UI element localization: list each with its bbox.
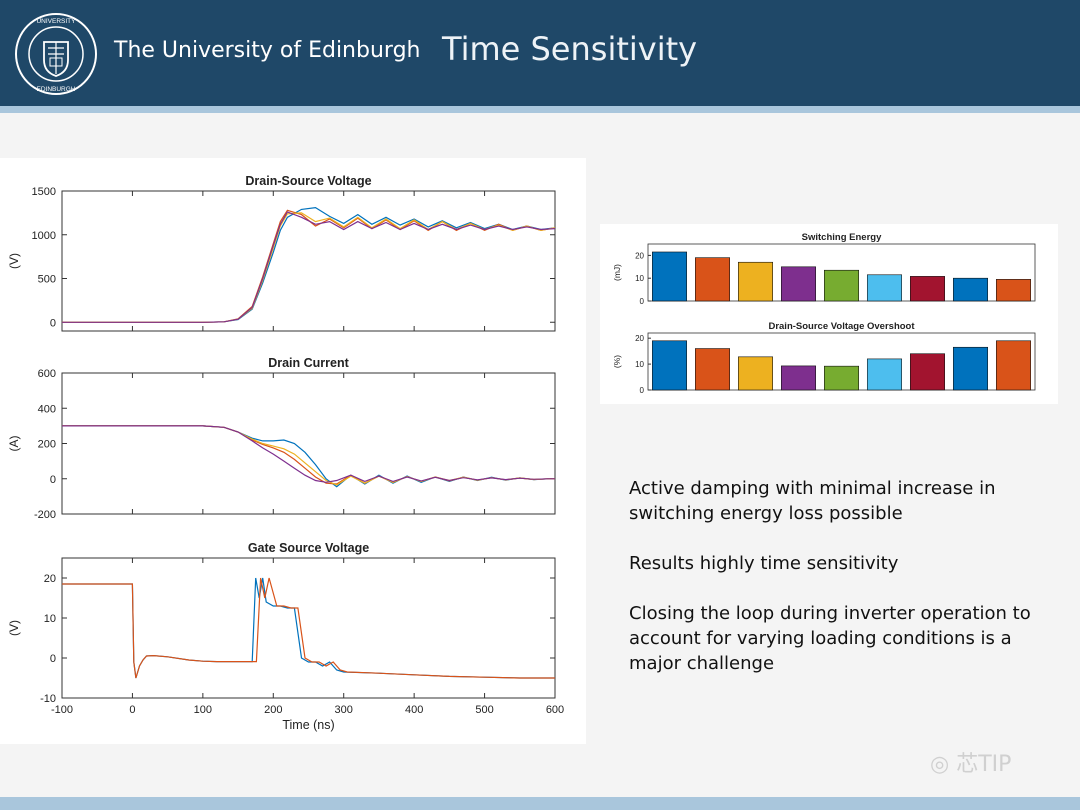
bar-7 xyxy=(952,277,988,302)
y-tick-label: 20 xyxy=(635,251,644,260)
x-tick-label: 600 xyxy=(546,704,564,716)
bar-0 xyxy=(651,340,688,391)
y-tick-label: 0 xyxy=(50,653,56,665)
y-tick-label: 20 xyxy=(44,573,56,585)
y-tick-label: 1000 xyxy=(32,230,56,242)
bar-6 xyxy=(909,353,945,391)
bullet-3: Closing the loop during inverter operati… xyxy=(629,603,1031,674)
chart-title: Switching Energy xyxy=(802,232,882,243)
bar-figure-panel: Switching Energy 0 10 20 (mJ) Drain-Source Vo… xyxy=(600,224,1058,404)
x-axis-label: Time (ns) xyxy=(282,718,334,732)
y-tick-label: 1500 xyxy=(32,186,56,198)
x-tick-label: -100 xyxy=(51,704,73,716)
bar-chart-3: Switching Energy 0 10 20 (mJ) xyxy=(612,232,1036,306)
y-tick-label: 500 xyxy=(38,274,56,286)
university-crest-logo: UNIVERSITY EDINBURGH xyxy=(15,13,97,95)
y-tick-label: 400 xyxy=(38,403,56,415)
bar-8 xyxy=(995,340,1031,391)
line-chart-1: Drain Current -200 0 200 400 600 (A) xyxy=(7,356,556,521)
bar-2 xyxy=(738,261,774,302)
bar-0 xyxy=(651,251,688,302)
slide-title: Time Sensitivity xyxy=(442,30,698,68)
x-tick-label: 300 xyxy=(335,704,353,716)
plot-frame xyxy=(61,372,556,515)
bar-7 xyxy=(952,346,988,391)
series-line-3 xyxy=(62,211,555,323)
bullet-1: Active damping with minimal increase in … xyxy=(629,478,996,524)
bar-5 xyxy=(866,274,902,302)
chart-title: Gate Source Voltage xyxy=(248,541,369,555)
line-chart-0: Drain-Source Voltage 0 500 1000 1500 (V) xyxy=(7,174,556,332)
y-tick-label: 10 xyxy=(635,360,644,369)
bar-3 xyxy=(781,266,817,302)
bar-4 xyxy=(824,365,860,391)
y-tick-label: 0 xyxy=(50,474,56,486)
bar-3 xyxy=(781,365,817,391)
wechat-icon: ◎ xyxy=(930,752,950,777)
bar-charts: Switching Energy 0 10 20 (mJ) Drain-Source Vo… xyxy=(612,232,1036,395)
watermark: ◎ 芯TIP xyxy=(930,746,1011,778)
bullet-text: Active damping with minimal increase in … xyxy=(629,476,1049,701)
y-tick-label: 200 xyxy=(38,439,56,451)
slide-header: UNIVERSITY EDINBURGH The University of E… xyxy=(0,0,1080,106)
series-line-3 xyxy=(62,425,555,483)
svg-text:UNIVERSITY: UNIVERSITY xyxy=(36,18,76,25)
x-tick-label: 200 xyxy=(264,704,282,716)
series-line-1 xyxy=(62,577,555,679)
y-tick-label: 0 xyxy=(640,386,645,395)
bar-8 xyxy=(995,279,1031,302)
bar-1 xyxy=(695,257,731,302)
bar-2 xyxy=(738,356,774,391)
y-tick-label: 600 xyxy=(38,368,56,380)
bullet-2: Results highly time sensitivity xyxy=(629,553,899,574)
y-tick-label: 0 xyxy=(50,317,56,329)
watermark-text: 芯TIP xyxy=(956,752,1012,777)
x-tick-label: 500 xyxy=(475,704,493,716)
y-tick-label: 10 xyxy=(44,613,56,625)
bar-1 xyxy=(695,348,731,391)
y-axis-label: (%) xyxy=(612,355,622,368)
x-tick-label: 400 xyxy=(405,704,423,716)
y-tick-label: -200 xyxy=(34,509,56,521)
y-tick-label: 0 xyxy=(640,297,645,306)
y-tick-label: 10 xyxy=(635,274,644,283)
chart-title: Drain-Source Voltage xyxy=(245,174,371,188)
footer-stripe xyxy=(0,797,1080,810)
chart-title: Drain-Source Voltage Overshoot xyxy=(768,321,915,332)
header-stripe xyxy=(0,106,1080,113)
bar-4 xyxy=(824,269,860,302)
bar-5 xyxy=(866,358,902,391)
y-axis-label: (V) xyxy=(7,620,21,636)
x-tick-label: 0 xyxy=(129,704,135,716)
y-axis-label: (A) xyxy=(7,436,21,452)
y-axis-label: (mJ) xyxy=(612,264,622,281)
svg-text:EDINBURGH: EDINBURGH xyxy=(36,86,75,93)
waveform-charts: Drain-Source Voltage050010001500(V)Drain… xyxy=(7,174,564,732)
plot-frame xyxy=(61,190,556,332)
university-name[interactable]: The University of Edinburgh xyxy=(114,38,421,63)
y-tick-label: 20 xyxy=(635,334,644,343)
plot-frame xyxy=(61,557,556,699)
bar-chart-4: Drain-Source Voltage Overshoot 0 10 20 (%) xyxy=(612,321,1036,395)
bar-6 xyxy=(909,276,945,302)
x-tick-label: 100 xyxy=(194,704,212,716)
y-tick-label: -10 xyxy=(40,693,56,705)
y-axis-label: (V) xyxy=(7,253,21,269)
waveform-figure-panel: Drain-Source Voltage 0 500 1000 1500 (V) Drain… xyxy=(0,158,586,744)
chart-title: Drain Current xyxy=(268,356,349,370)
